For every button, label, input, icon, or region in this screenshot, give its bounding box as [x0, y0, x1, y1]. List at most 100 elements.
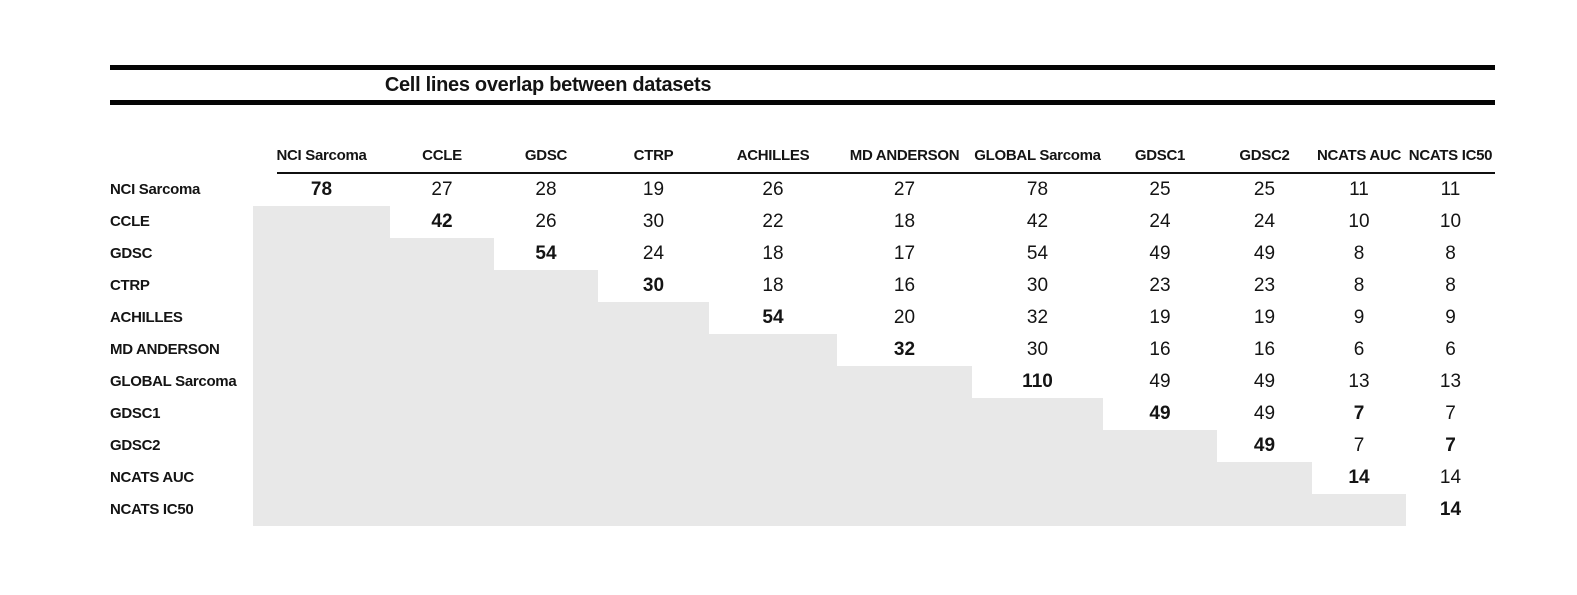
row-label-gdsc: GDSC	[110, 245, 153, 262]
shaded-cell-md-anderson-nci-sarcoma	[253, 334, 390, 366]
shaded-cell-ncats-ic50-md-anderson	[837, 494, 972, 526]
shaded-cell-ncats-ic50-gdsc	[494, 494, 598, 526]
shaded-cell-ncats-ic50-ncats-auc	[1312, 494, 1406, 526]
shaded-cell-gdsc1-nci-sarcoma	[253, 398, 390, 430]
column-header-ncats-auc: NCATS AUC	[1317, 147, 1401, 164]
column-header-ctrp: CTRP	[633, 147, 674, 164]
cell-global-sarcoma-ncats-ic50: 13	[1439, 371, 1462, 392]
cell-gdsc1-gdsc2: 49	[1253, 403, 1276, 424]
cell-md-anderson-global-sarcoma: 30	[1026, 339, 1049, 360]
shaded-cell-gdsc1-gdsc	[494, 398, 598, 430]
cell-nci-sarcoma-gdsc: 28	[535, 179, 557, 200]
shaded-cell-ncats-auc-md-anderson	[837, 462, 972, 494]
cell-nci-sarcoma-ccle: 27	[431, 179, 453, 200]
shaded-cell-global-sarcoma-achilles	[709, 366, 837, 398]
cell-ccle-global-sarcoma: 42	[1026, 211, 1049, 232]
shaded-cell-md-anderson-ccle	[390, 334, 494, 366]
top-rule	[110, 65, 1495, 70]
cell-nci-sarcoma-ncats-auc: 11	[1349, 179, 1369, 200]
cell-md-anderson-ncats-ic50: 6	[1445, 339, 1456, 360]
shaded-cell-gdsc2-ctrp	[598, 430, 709, 462]
shaded-cell-ncats-ic50-gdsc1	[1103, 494, 1217, 526]
cell-gdsc-gdsc1: 49	[1149, 243, 1171, 264]
cell-ccle-achilles: 22	[762, 211, 784, 232]
cell-gdsc-ncats-ic50: 8	[1445, 243, 1456, 264]
shaded-cell-ncats-auc-ccle	[390, 462, 494, 494]
shaded-cell-gdsc1-ctrp	[598, 398, 709, 430]
spacer	[110, 105, 1495, 139]
shaded-cell-global-sarcoma-nci-sarcoma	[253, 366, 390, 398]
cell-ccle-md-anderson: 18	[893, 211, 916, 232]
shaded-cell-gdsc2-gdsc1	[1103, 430, 1217, 462]
cell-nci-sarcoma-global-sarcoma: 78	[1026, 179, 1049, 200]
shaded-cell-ncats-ic50-ccle	[390, 494, 494, 526]
shaded-cell-ncats-ic50-achilles	[709, 494, 837, 526]
cell-nci-sarcoma-nci-sarcoma: 78	[310, 179, 333, 200]
cell-gdsc-md-anderson: 17	[893, 243, 916, 264]
row-label-global-sarcoma: GLOBAL Sarcoma	[110, 373, 237, 390]
shaded-cell-gdsc2-nci-sarcoma	[253, 430, 390, 462]
cell-gdsc1-gdsc1: 49	[1149, 403, 1171, 424]
cell-ccle-gdsc: 26	[535, 211, 557, 232]
shaded-cell-gdsc2-md-anderson	[837, 430, 972, 462]
shaded-cell-achilles-nci-sarcoma	[253, 302, 390, 334]
shaded-cell-ctrp-ccle	[390, 270, 494, 302]
cell-ctrp-gdsc2: 23	[1253, 275, 1276, 296]
cell-nci-sarcoma-achilles: 26	[762, 179, 784, 200]
cell-nci-sarcoma-md-anderson: 27	[893, 179, 916, 200]
matrix-grid: NCI Sarcoma CCLE GDSC CTRP ACHILLES MD ANDERS…	[110, 139, 1495, 526]
cell-md-anderson-gdsc2: 16	[1253, 339, 1276, 360]
shaded-cell-ctrp-nci-sarcoma	[253, 270, 390, 302]
cell-ncats-auc-ncats-auc: 14	[1348, 467, 1370, 488]
cell-nci-sarcoma-gdsc1: 25	[1149, 179, 1171, 200]
cell-ctrp-ctrp: 30	[642, 275, 665, 296]
cell-ctrp-ncats-auc: 8	[1353, 275, 1365, 296]
shaded-cell-ncats-ic50-gdsc2	[1217, 494, 1312, 526]
cell-md-anderson-ncats-auc: 6	[1353, 339, 1365, 360]
shaded-cell-gdsc2-ccle	[390, 430, 494, 462]
shaded-cell-gdsc-ccle	[390, 238, 494, 270]
cell-nci-sarcoma-ncats-ic50: 11	[1440, 179, 1461, 200]
cell-ccle-ncats-ic50: 10	[1439, 211, 1462, 232]
shaded-cell-ncats-auc-nci-sarcoma	[253, 462, 390, 494]
cell-gdsc1-ncats-auc: 7	[1353, 403, 1365, 424]
shaded-cell-ncats-auc-gdsc1	[1103, 462, 1217, 494]
shaded-cell-ncats-auc-global-sarcoma	[972, 462, 1103, 494]
cell-ccle-gdsc1: 24	[1149, 211, 1171, 232]
shaded-cell-global-sarcoma-ctrp	[598, 366, 709, 398]
cell-ctrp-achilles: 18	[762, 275, 784, 296]
shaded-cell-achilles-ctrp	[598, 302, 709, 334]
title-row: Cell lines overlap between datasets	[110, 70, 1495, 100]
cell-ccle-ncats-auc: 10	[1348, 211, 1370, 232]
cell-ctrp-gdsc1: 23	[1149, 275, 1171, 296]
column-header-global-sarcoma: GLOBAL Sarcoma	[974, 147, 1101, 164]
shaded-cell-ncats-auc-gdsc	[494, 462, 598, 494]
shaded-cell-gdsc2-achilles	[709, 430, 837, 462]
shaded-cell-md-anderson-ctrp	[598, 334, 709, 366]
cell-ccle-ccle: 42	[431, 211, 453, 232]
cell-global-sarcoma-ncats-auc: 13	[1348, 371, 1370, 392]
column-header-md-anderson: MD ANDERSON	[849, 147, 960, 164]
shaded-cell-ncats-ic50-global-sarcoma	[972, 494, 1103, 526]
shaded-cell-global-sarcoma-gdsc	[494, 366, 598, 398]
table-title: Cell lines overlap between datasets	[384, 74, 712, 96]
shaded-cell-achilles-ccle	[390, 302, 494, 334]
cell-achilles-ncats-auc: 9	[1353, 307, 1365, 328]
row-label-achilles: ACHILLES	[110, 309, 183, 326]
cell-global-sarcoma-global-sarcoma: 110	[1022, 371, 1053, 392]
column-header-nci-sarcoma: NCI Sarcoma	[276, 147, 367, 164]
cell-achilles-gdsc2: 19	[1253, 307, 1276, 328]
shaded-cell-ncats-auc-ctrp	[598, 462, 709, 494]
cell-global-sarcoma-gdsc1: 49	[1149, 371, 1171, 392]
cell-ctrp-ncats-ic50: 8	[1445, 275, 1456, 296]
cell-gdsc1-ncats-ic50: 7	[1445, 403, 1456, 424]
cell-gdsc-achilles: 18	[762, 243, 784, 264]
shaded-cell-ncats-auc-achilles	[709, 462, 837, 494]
shaded-cell-achilles-gdsc	[494, 302, 598, 334]
cell-ccle-ctrp: 30	[642, 211, 665, 232]
header-underline	[277, 172, 1495, 174]
cell-md-anderson-gdsc1: 16	[1149, 339, 1171, 360]
shaded-cell-global-sarcoma-md-anderson	[837, 366, 972, 398]
cell-ncats-auc-ncats-ic50: 14	[1439, 467, 1462, 488]
